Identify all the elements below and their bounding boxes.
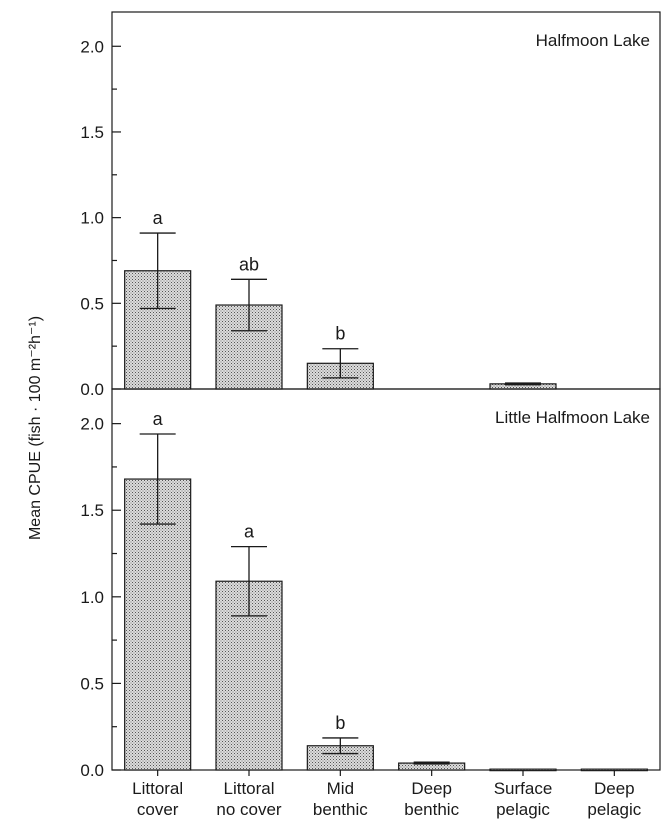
- x-category-label: Deep: [411, 779, 452, 798]
- x-category-label: Deep: [594, 779, 635, 798]
- x-category-labels: Littoral cover Littoral no cover Mid benthic D…: [132, 770, 642, 819]
- plot-frame: [111, 11, 661, 390]
- x-category-label: Littoral: [132, 779, 183, 798]
- x-category-label: Surface: [494, 779, 553, 798]
- plot-frame: [111, 388, 661, 771]
- significance-letter: ab: [239, 254, 259, 274]
- y-tick-label: 2.0: [80, 37, 104, 56]
- panel-title: Little Halfmoon Lake: [495, 408, 650, 427]
- x-category-label: benthic: [313, 800, 368, 819]
- panel-halfmoon-lake: 0.0 0.5 1.0 1.5 2.0 Halfmoon Lake a ab b: [80, 11, 661, 399]
- panel-little-halfmoon-lake: 0.0 0.5 1.0 1.5 2.0 Little Halfmoon Lake a a b: [80, 388, 661, 780]
- x-category-label: benthic: [404, 800, 459, 819]
- y-tick-label: 0.5: [80, 674, 104, 693]
- significance-letter: a: [153, 409, 164, 429]
- significance-letter: a: [153, 208, 164, 228]
- x-category-label: pelagic: [587, 800, 641, 819]
- panel-title: Halfmoon Lake: [536, 31, 650, 50]
- y-tick-label: 1.0: [80, 209, 104, 228]
- significance-letter: a: [244, 522, 255, 542]
- significance-letter: b: [335, 713, 345, 733]
- y-tick-label: 0.0: [80, 761, 104, 780]
- x-category-label: pelagic: [496, 800, 550, 819]
- significance-letter: b: [335, 324, 345, 344]
- y-tick-label: 1.5: [80, 501, 104, 520]
- x-category-label: Littoral: [223, 779, 274, 798]
- y-tick-label: 1.5: [80, 123, 104, 142]
- y-tick-label: 0.5: [80, 294, 104, 313]
- y-tick-label: 0.0: [80, 380, 104, 399]
- x-category-label: Mid: [327, 779, 354, 798]
- y-axis-title: Mean CPUE (fish · 100 m⁻²h⁻¹): [27, 316, 44, 540]
- x-category-label: no cover: [216, 800, 282, 819]
- bar: [124, 478, 192, 771]
- y-tick-label: 2.0: [80, 415, 104, 434]
- y-tick-label: 1.0: [80, 588, 104, 607]
- x-category-label: cover: [137, 800, 179, 819]
